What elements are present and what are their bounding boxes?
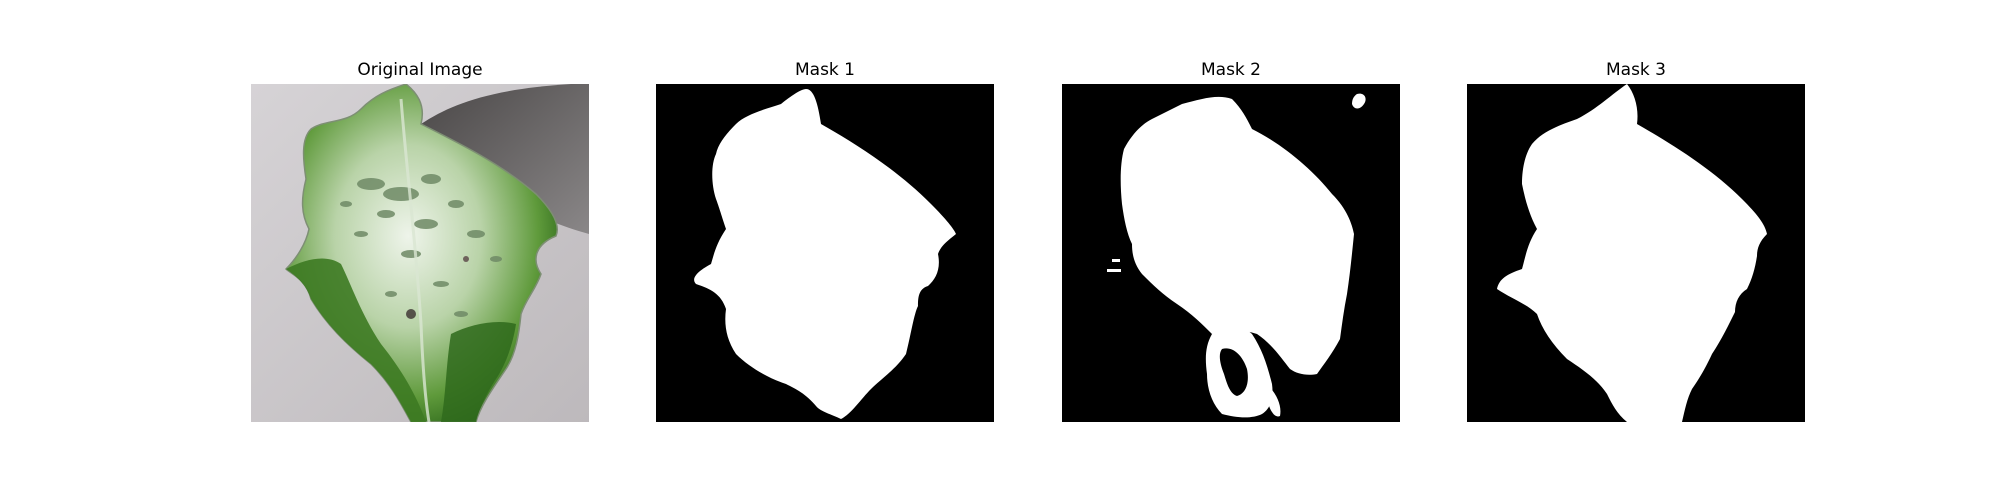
- panel-title: Original Image: [357, 60, 483, 80]
- panel-mask-3: Mask 3: [1467, 58, 1805, 424]
- mask-1-image: [656, 84, 994, 422]
- panel-title: Mask 2: [1200, 60, 1261, 80]
- mask-3-image: [1467, 84, 1805, 422]
- panel-original-image: Original Image: [251, 58, 589, 424]
- mask-2-image: [1062, 84, 1400, 422]
- panel-title: Mask 1: [794, 60, 855, 80]
- panel-mask-1: Mask 1: [656, 58, 994, 424]
- panel-mask-2: Mask 2: [1062, 58, 1400, 424]
- original-leaf-photo: [251, 84, 589, 422]
- panel-title: Mask 3: [1605, 60, 1666, 80]
